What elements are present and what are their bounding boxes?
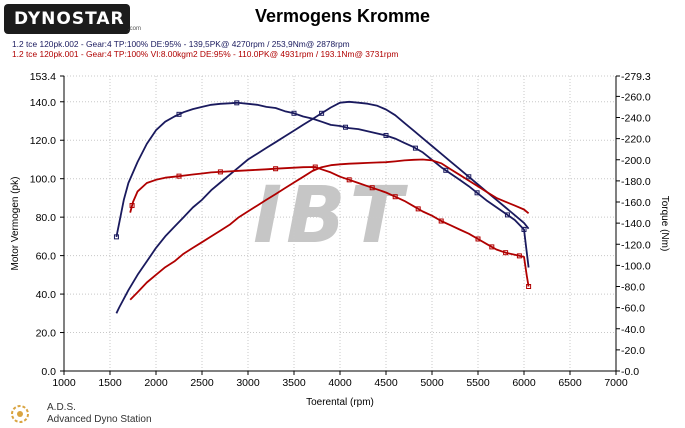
y-right-tick-label: -200.0 (621, 155, 651, 167)
watermark-text: IBT (253, 171, 408, 261)
curve-marker (369, 185, 375, 191)
y-left-tick-label: 80.0 (36, 212, 57, 224)
curve-marker (521, 226, 527, 232)
y-right-tick-label: -140.0 (621, 218, 651, 230)
y-right-tick-label: -60.0 (621, 303, 645, 315)
logo-text: DYNOSTAR (14, 9, 125, 29)
x-tick-label: 6500 (558, 377, 582, 389)
torque-curve-red (129, 166, 530, 287)
curve-marker (474, 190, 480, 196)
curve-marker (503, 250, 509, 256)
curve-marker (129, 203, 135, 209)
footer-brand: A.D.S. (47, 402, 76, 413)
y-axis-label-left: Motor Vermogen (pk) (10, 177, 21, 271)
curve-marker (113, 234, 119, 240)
y-left-tick-label: 60.0 (36, 251, 57, 263)
x-tick-label: 2500 (190, 377, 214, 389)
curve-marker (346, 177, 352, 183)
y-left-tick-label: 40.0 (36, 289, 57, 301)
x-tick-label: 5500 (466, 377, 490, 389)
y-right-tick-label: -160.0 (621, 197, 651, 209)
x-tick-label: 3500 (282, 377, 306, 389)
x-tick-label: 4500 (374, 377, 398, 389)
curve-marker (273, 166, 279, 172)
curve-marker (415, 206, 421, 212)
x-tick-label: 2000 (144, 377, 168, 389)
footer-subtitle: Advanced Dyno Station (47, 414, 152, 425)
y-right-tick-label: -40.0 (621, 324, 645, 336)
curve-marker (475, 236, 481, 242)
x-axis-label: Toerental (rpm) (306, 397, 374, 408)
curve-marker (234, 100, 240, 106)
x-tick-label: 6000 (512, 377, 536, 389)
y-right-tick-label: -240.0 (621, 113, 651, 125)
curve-marker (217, 169, 223, 175)
curve-marker (392, 194, 398, 200)
y-right-tick-label: -100.0 (621, 260, 651, 272)
curve-marker (343, 124, 349, 130)
chart-title: Vermogens Kromme (254, 6, 431, 26)
curve-marker (526, 284, 532, 290)
curve-marker (291, 110, 297, 116)
dynostar-logo: DYNOSTAR (4, 4, 130, 34)
legend-entry-2: 1.2 tce 120pk.001 - Gear:4 TP:100% VI:8.… (12, 49, 399, 59)
torque-curve-blue (115, 101, 530, 268)
y-left-tick-label: 20.0 (36, 328, 57, 340)
y-right-tick-label: -260.0 (621, 91, 651, 103)
y-axis-label-right: Torque (Nm) (659, 196, 670, 252)
legend-entry-1: 1.2 tce 120pk.002 - Gear:4 TP:100% DE:95… (12, 39, 350, 49)
y-right-tick-label: -0.0 (621, 366, 639, 378)
y-left-tick-label: 120.0 (30, 135, 56, 147)
y-left-tick-label: 140.0 (30, 97, 56, 109)
curve-marker (516, 253, 522, 259)
curve-marker (176, 111, 182, 117)
y-right-tick-label: -20.0 (621, 345, 645, 357)
power-curve-red (129, 158, 530, 301)
y-right-tick-label: -120.0 (621, 239, 651, 251)
x-tick-label: 4000 (328, 377, 352, 389)
y-left-tick-label: 0.0 (41, 366, 56, 378)
y-left-tick-label: 100.0 (30, 174, 56, 186)
curve-marker (504, 212, 510, 218)
curve-marker (438, 218, 444, 224)
x-tick-label: 5000 (420, 377, 444, 389)
power-curve-blue (115, 100, 530, 314)
curve-marker (443, 167, 449, 173)
y-right-tick-label: -279.3 (621, 71, 651, 83)
y-right-tick-label: -220.0 (621, 134, 651, 146)
x-tick-label: 7000 (604, 377, 628, 389)
y-left-tick-label: 153.4 (30, 71, 56, 83)
y-right-tick-label: -80.0 (621, 282, 645, 294)
curve-marker (312, 164, 318, 170)
curve-marker (176, 173, 182, 179)
curve-marker (412, 145, 418, 151)
curve-marker (489, 244, 495, 250)
ads-logo-icon (11, 405, 29, 423)
x-tick-label: 1000 (52, 377, 76, 389)
curve-marker (383, 132, 389, 138)
logo-sub: .com (128, 26, 142, 32)
x-tick-label: 3000 (236, 377, 260, 389)
curve-marker (319, 110, 325, 116)
x-tick-label: 1500 (98, 377, 122, 389)
curve-marker (466, 174, 472, 180)
y-right-tick-label: -180.0 (621, 176, 651, 188)
